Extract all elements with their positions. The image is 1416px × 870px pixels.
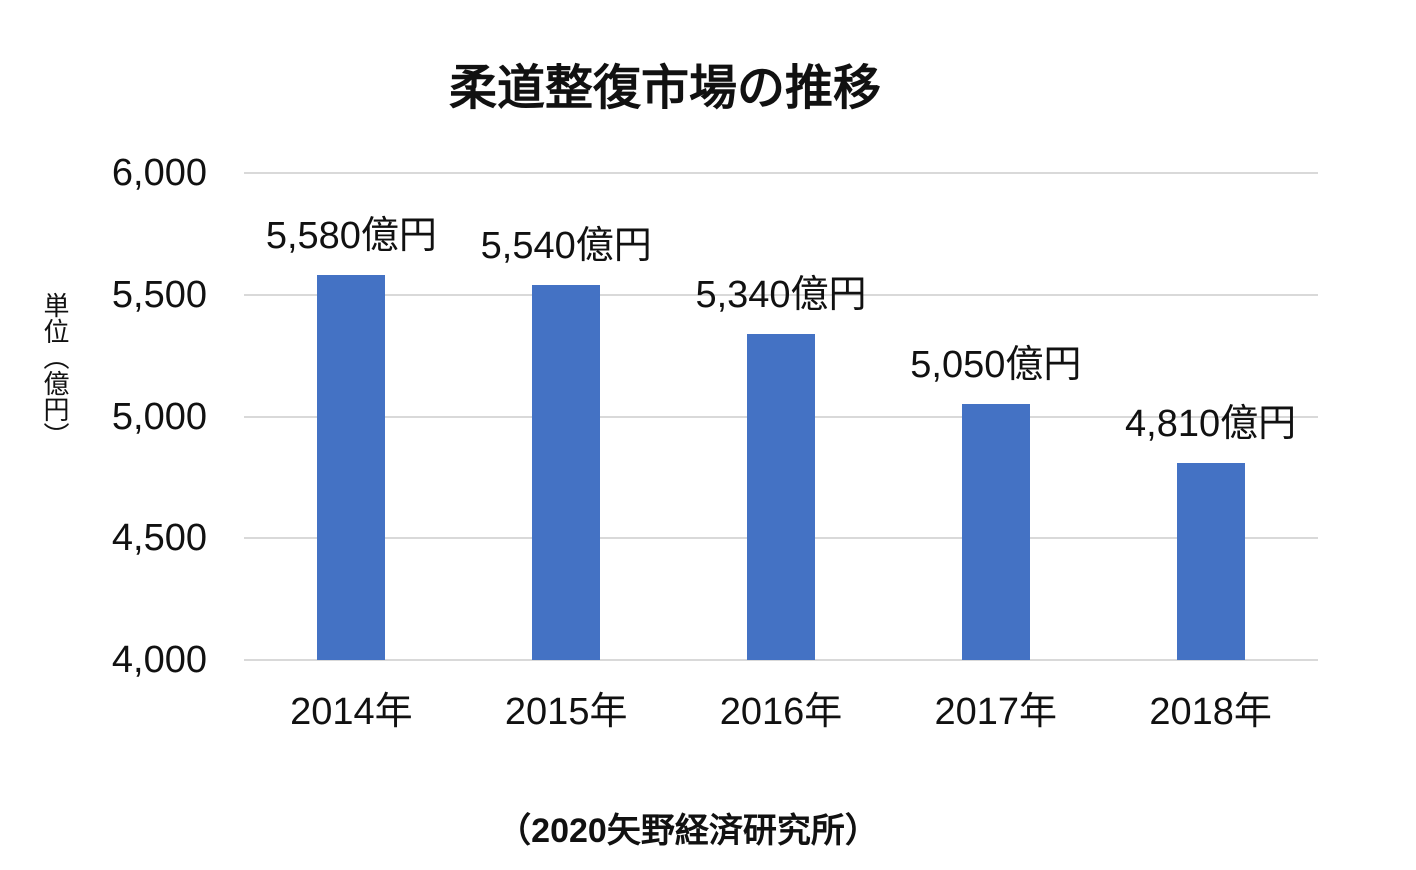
gridline: [244, 172, 1318, 174]
x-tick-label: 2018年: [1149, 691, 1272, 733]
bar: [532, 285, 601, 660]
x-tick-label: 2014年: [290, 691, 413, 733]
data-label: 5,540億円: [480, 225, 652, 267]
y-tick-label: 5,000: [111, 395, 207, 438]
x-axis-line: [244, 659, 1318, 661]
data-label: 4,810億円: [1125, 403, 1297, 445]
bar: [747, 334, 815, 660]
x-tick-label: 2016年: [719, 691, 843, 733]
x-tick-label: 2015年: [504, 691, 628, 733]
data-label: 5,340億円: [695, 274, 867, 316]
y-tick-label: 4,000: [111, 639, 207, 681]
chart-title: 柔道整復市場の推移: [448, 62, 882, 115]
y-tick-label: 5,500: [111, 273, 207, 316]
y-tick-label: 4,500: [111, 517, 207, 560]
y-tick-label: 6,000: [111, 152, 207, 194]
gridline: [244, 294, 1318, 296]
bar: [961, 404, 1030, 660]
y-axis-title: 単位（億円）: [40, 292, 70, 448]
source-note: （2020矢野経済研究所）: [497, 812, 879, 850]
data-label: 5,580億円: [265, 215, 437, 257]
bar: [317, 275, 386, 660]
plot-area: [244, 172, 1318, 661]
data-label: 5,050億円: [910, 344, 1082, 386]
bar: [1176, 463, 1245, 660]
x-tick-label: 2017年: [934, 691, 1058, 733]
